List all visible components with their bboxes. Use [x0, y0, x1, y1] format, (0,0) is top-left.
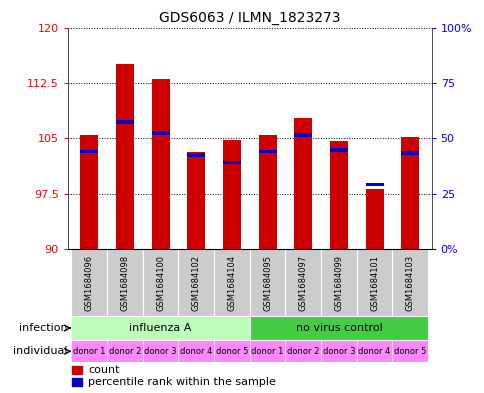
Bar: [178, 249, 213, 316]
Text: no virus control: no virus control: [295, 323, 381, 333]
Bar: [401, 151, 418, 155]
Text: individual: individual: [13, 346, 67, 356]
Bar: [249, 316, 427, 340]
Text: GSM1684103: GSM1684103: [405, 255, 414, 310]
Bar: [178, 340, 213, 362]
Text: donor 4: donor 4: [180, 347, 212, 356]
Bar: [258, 149, 276, 153]
Bar: [320, 340, 356, 362]
Text: donor 5: donor 5: [393, 347, 425, 356]
Text: GSM1684097: GSM1684097: [298, 255, 307, 310]
Bar: [116, 120, 134, 124]
Title: GDS6063 / ILMN_1823273: GDS6063 / ILMN_1823273: [159, 11, 340, 25]
Bar: [356, 340, 392, 362]
Text: donor 3: donor 3: [144, 347, 177, 356]
Bar: [392, 249, 427, 316]
Bar: [223, 161, 241, 164]
Text: GSM1684101: GSM1684101: [369, 255, 378, 310]
Text: percentile rank within the sample: percentile rank within the sample: [88, 377, 275, 387]
Bar: [80, 135, 98, 249]
Text: donor 2: donor 2: [287, 347, 319, 356]
Text: donor 3: donor 3: [322, 347, 354, 356]
Bar: [187, 153, 205, 157]
Text: GSM1684100: GSM1684100: [156, 255, 165, 310]
Text: GSM1684104: GSM1684104: [227, 255, 236, 310]
Bar: [142, 249, 178, 316]
Bar: [72, 378, 81, 386]
Bar: [116, 64, 134, 249]
Bar: [80, 149, 98, 153]
Bar: [71, 316, 249, 340]
Bar: [320, 249, 356, 316]
Bar: [213, 249, 249, 316]
Bar: [72, 366, 81, 374]
Text: donor 1: donor 1: [251, 347, 283, 356]
Text: donor 4: donor 4: [358, 347, 390, 356]
Bar: [285, 249, 320, 316]
Bar: [356, 249, 392, 316]
Text: GSM1684102: GSM1684102: [191, 255, 200, 310]
Bar: [151, 79, 169, 249]
Text: donor 2: donor 2: [108, 347, 141, 356]
Text: GSM1684098: GSM1684098: [120, 255, 129, 310]
Bar: [107, 340, 142, 362]
Bar: [294, 133, 312, 137]
Text: GSM1684095: GSM1684095: [262, 255, 272, 310]
Bar: [365, 183, 383, 186]
Text: GSM1684096: GSM1684096: [85, 255, 93, 310]
Bar: [213, 340, 249, 362]
Bar: [249, 249, 285, 316]
Bar: [392, 340, 427, 362]
Bar: [187, 152, 205, 249]
Text: donor 5: donor 5: [215, 347, 248, 356]
Bar: [258, 136, 276, 249]
Bar: [285, 340, 320, 362]
Bar: [294, 118, 312, 249]
Text: donor 1: donor 1: [73, 347, 105, 356]
Bar: [249, 340, 285, 362]
Bar: [71, 249, 107, 316]
Bar: [107, 249, 142, 316]
Bar: [223, 140, 241, 249]
Text: GSM1684099: GSM1684099: [334, 255, 343, 310]
Bar: [365, 189, 383, 249]
Bar: [142, 340, 178, 362]
Bar: [151, 131, 169, 135]
Bar: [329, 141, 347, 249]
Bar: [71, 340, 107, 362]
Text: count: count: [88, 365, 119, 375]
Bar: [329, 148, 347, 152]
Bar: [401, 137, 418, 249]
Text: influenza A: influenza A: [129, 323, 191, 333]
Text: infection: infection: [18, 323, 67, 333]
